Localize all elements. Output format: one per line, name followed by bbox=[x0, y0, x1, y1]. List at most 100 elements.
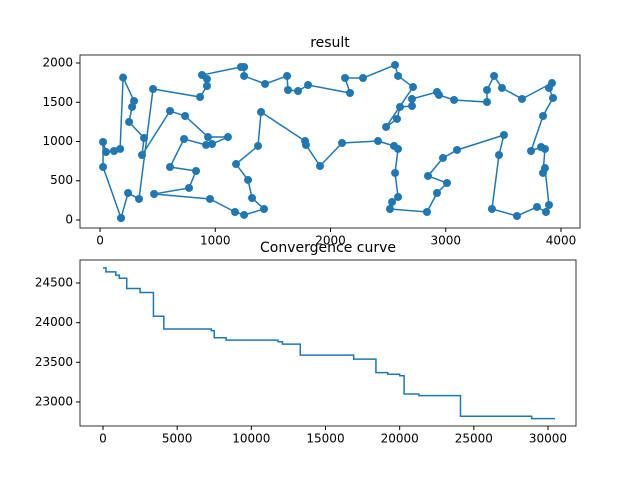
data-point bbox=[490, 71, 499, 80]
data-point bbox=[450, 95, 459, 104]
x-tick-label: 0 bbox=[96, 234, 104, 248]
data-point bbox=[545, 201, 554, 210]
data-point bbox=[254, 141, 263, 150]
data-point bbox=[518, 94, 527, 103]
x-tick-label: 10000 bbox=[232, 432, 270, 446]
data-point bbox=[230, 207, 239, 216]
data-point bbox=[373, 137, 382, 146]
data-point bbox=[257, 107, 266, 116]
data-point bbox=[140, 133, 149, 142]
y-tick-label: 0 bbox=[65, 212, 73, 226]
data-point bbox=[424, 171, 433, 180]
data-point bbox=[283, 86, 292, 95]
data-point bbox=[394, 192, 403, 201]
data-line bbox=[103, 267, 555, 420]
data-point bbox=[180, 134, 189, 143]
y-tick-label: 23000 bbox=[35, 394, 73, 408]
y-tick-label: 500 bbox=[50, 173, 73, 187]
data-point bbox=[388, 198, 397, 207]
data-point bbox=[547, 79, 556, 88]
axes-frame bbox=[79, 54, 581, 229]
data-point bbox=[422, 207, 431, 216]
data-point bbox=[283, 71, 292, 80]
data-point bbox=[205, 194, 214, 203]
data-point bbox=[125, 117, 134, 126]
data-point bbox=[537, 142, 546, 151]
data-point bbox=[236, 63, 245, 72]
data-point bbox=[165, 106, 174, 115]
data-point bbox=[202, 82, 211, 91]
y-tick-label: 24000 bbox=[35, 315, 73, 329]
data-point bbox=[102, 148, 111, 157]
data-point bbox=[223, 133, 232, 142]
data-point bbox=[137, 151, 146, 160]
data-point bbox=[119, 73, 128, 82]
data-point bbox=[240, 71, 249, 80]
subplot: Convergence curve 0 5000 10000 15000 20000 250… bbox=[35, 240, 577, 446]
data-point bbox=[391, 60, 400, 69]
data-point bbox=[432, 188, 441, 197]
data-point bbox=[338, 138, 347, 147]
data-point bbox=[396, 102, 405, 111]
y-tick-label: 23500 bbox=[35, 355, 73, 369]
data-point bbox=[240, 210, 249, 219]
data-point bbox=[385, 205, 394, 214]
data-point bbox=[453, 145, 462, 154]
data-point bbox=[232, 160, 241, 169]
data-point bbox=[407, 102, 416, 111]
data-point bbox=[483, 98, 492, 107]
x-tick-label: 1000 bbox=[200, 234, 231, 248]
data-point bbox=[391, 168, 400, 177]
data-point bbox=[407, 94, 416, 103]
data-point bbox=[202, 75, 211, 84]
data-point bbox=[527, 146, 536, 155]
data-point bbox=[345, 88, 354, 97]
data-point bbox=[394, 71, 403, 80]
data-point bbox=[260, 205, 269, 214]
data-point bbox=[124, 188, 133, 197]
y-tick-label: 1000 bbox=[42, 134, 73, 148]
data-point bbox=[483, 86, 492, 95]
data-point bbox=[185, 183, 194, 192]
x-tick-label: 2000 bbox=[315, 234, 346, 248]
data-point bbox=[301, 140, 310, 149]
x-tick-label: 3000 bbox=[430, 234, 461, 248]
data-point bbox=[196, 92, 205, 101]
data-point bbox=[542, 207, 551, 216]
data-point bbox=[208, 140, 217, 149]
y-tick-label: 24500 bbox=[35, 276, 73, 290]
data-point bbox=[181, 111, 190, 120]
data-point bbox=[359, 73, 368, 82]
data-point bbox=[394, 144, 403, 153]
y-tick-label: 2000 bbox=[42, 56, 73, 70]
data-point bbox=[539, 168, 548, 177]
x-tick-label: 30000 bbox=[529, 432, 567, 446]
data-point bbox=[409, 83, 418, 92]
data-point bbox=[304, 80, 313, 89]
data-point bbox=[539, 111, 548, 120]
data-point bbox=[99, 163, 108, 172]
data-point bbox=[149, 84, 158, 93]
data-point bbox=[192, 167, 201, 176]
data-point bbox=[438, 153, 447, 162]
data-point bbox=[512, 211, 521, 220]
x-tick-label: 4000 bbox=[546, 234, 577, 248]
x-tick-label: 15000 bbox=[306, 432, 344, 446]
data-point bbox=[165, 163, 174, 172]
subplot-title: result bbox=[310, 35, 350, 51]
data-point bbox=[294, 87, 303, 96]
data-point bbox=[382, 122, 391, 131]
x-tick-label: 20000 bbox=[381, 432, 419, 446]
data-point bbox=[533, 202, 542, 211]
data-point bbox=[393, 114, 402, 123]
axes-frame bbox=[79, 259, 577, 427]
data-point bbox=[134, 194, 143, 203]
data-point bbox=[261, 79, 270, 88]
data-point bbox=[494, 151, 503, 160]
data-point bbox=[549, 94, 558, 103]
data-point bbox=[116, 144, 125, 153]
y-tick-label: 1500 bbox=[42, 95, 73, 109]
data-point bbox=[248, 194, 257, 203]
data-point bbox=[432, 87, 441, 96]
